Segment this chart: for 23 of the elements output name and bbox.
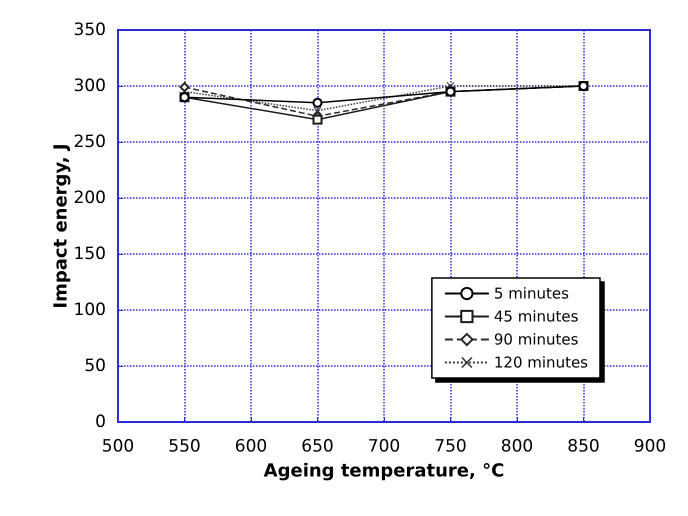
legend-label: 45 minutes: [494, 308, 579, 326]
x-tick-label: 650: [301, 436, 334, 456]
x-tick-label: 700: [368, 436, 400, 456]
x-axis-title: Ageing temperature, °C: [264, 460, 504, 482]
y-tick-label: 350: [74, 20, 106, 40]
y-tick-label: 300: [74, 76, 106, 96]
x-tick-label: 500: [102, 436, 134, 456]
y-tick-label: 100: [74, 300, 106, 320]
legend-label: 90 minutes: [494, 330, 579, 348]
y-tick-label: 200: [74, 188, 106, 208]
y-axis-title: Impact energy, J: [50, 143, 72, 309]
y-tick-label: 0: [95, 412, 106, 432]
legend-label: 120 minutes: [494, 354, 588, 372]
x-tick-label: 850: [567, 436, 600, 456]
y-tick-label: 250: [74, 132, 106, 152]
x-tick-label: 600: [234, 436, 268, 456]
x-tick-label: 750: [434, 436, 467, 456]
y-tick-label: 50: [84, 356, 106, 376]
x-tick-label: 550: [168, 436, 201, 456]
legend-label: 5 minutes: [494, 284, 570, 302]
x-tick-label: 800: [500, 436, 534, 456]
x-tick-label: 900: [634, 436, 666, 456]
y-tick-label: 150: [74, 244, 106, 264]
